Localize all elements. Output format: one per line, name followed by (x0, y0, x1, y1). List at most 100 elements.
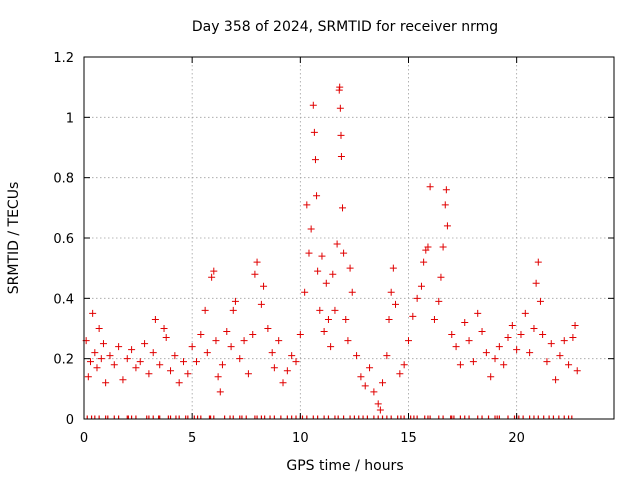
data-point (175, 379, 183, 387)
data-point (167, 367, 175, 375)
data-point (456, 361, 464, 369)
data-point (478, 328, 486, 336)
data-point (340, 249, 348, 257)
data-point (353, 352, 361, 360)
data-point (145, 370, 153, 378)
x-tick-label: 20 (508, 431, 525, 446)
data-point (244, 370, 252, 378)
y-tick-label: 0.8 (53, 172, 74, 187)
data-point (320, 328, 328, 336)
data-point (370, 388, 378, 396)
data-point (443, 222, 451, 230)
data-point (342, 315, 350, 323)
data-point (257, 300, 265, 308)
data-point (409, 312, 417, 320)
data-point (249, 331, 257, 339)
data-point (260, 282, 268, 290)
data-point (571, 321, 579, 329)
data-point (180, 358, 188, 366)
data-point (86, 358, 94, 366)
data-point (439, 243, 447, 251)
data-point (119, 376, 127, 384)
data-point (569, 334, 577, 342)
data-point (115, 343, 123, 351)
y-tick-label: 1 (66, 111, 74, 126)
data-point (201, 306, 209, 314)
y-tick-label: 0.2 (53, 353, 74, 368)
data-point (324, 315, 332, 323)
data-point (89, 309, 97, 317)
data-point (268, 349, 276, 357)
data-point (151, 315, 159, 323)
data-point (517, 331, 525, 339)
data-point (420, 258, 428, 266)
x-tick-label: 15 (400, 431, 417, 446)
data-point (426, 183, 434, 191)
data-point (495, 343, 503, 351)
data-point (424, 243, 432, 251)
y-tick-label: 0.6 (53, 232, 74, 247)
grid-lines (84, 57, 614, 419)
x-tick-label: 10 (292, 431, 309, 446)
data-point (253, 258, 261, 266)
data-point (536, 297, 544, 305)
data-point (482, 349, 490, 357)
x-tick-labels: 0 5 10 15 20 (80, 431, 525, 446)
data-point (316, 306, 324, 314)
data-point (389, 264, 397, 272)
data-point (128, 346, 136, 354)
data-point (171, 352, 179, 360)
data-point (573, 367, 581, 375)
data-point (337, 131, 345, 139)
data-point (156, 361, 164, 369)
data-point (212, 337, 220, 345)
data-point (236, 355, 244, 363)
y-axis-label: SRMTID / TECUs (6, 182, 22, 295)
data-point (84, 373, 92, 381)
data-point (162, 334, 170, 342)
y-tick-label: 1.2 (53, 51, 74, 66)
data-point (192, 358, 200, 366)
data-point (500, 361, 508, 369)
data-point (379, 379, 387, 387)
data-point (474, 309, 482, 317)
data-point (336, 83, 344, 91)
data-point (465, 337, 473, 345)
data-point (123, 355, 131, 363)
data-point (188, 343, 196, 351)
data-point (203, 349, 211, 357)
data-point (461, 318, 469, 326)
data-point (366, 364, 374, 372)
data-point (521, 309, 529, 317)
data-point (318, 252, 326, 260)
data-point (313, 192, 321, 200)
data-point (149, 349, 157, 357)
data-point (303, 201, 311, 209)
data-point (333, 240, 341, 248)
data-point (417, 282, 425, 290)
data-point (385, 315, 393, 323)
data-point (441, 201, 449, 209)
data-point (336, 104, 344, 112)
data-point (227, 343, 235, 351)
data-point (264, 325, 272, 332)
data-point (435, 297, 443, 305)
data-point (339, 204, 347, 212)
data-point (452, 343, 460, 351)
data-point (322, 279, 330, 287)
x-tick-label: 5 (188, 431, 196, 446)
data-point (95, 325, 103, 332)
data-point (240, 337, 248, 345)
data-point (331, 306, 339, 314)
data-point (329, 270, 337, 278)
data-point (310, 128, 318, 136)
data-point (283, 367, 291, 375)
data-point (160, 325, 168, 332)
data-point (387, 288, 395, 296)
data-point (543, 358, 551, 366)
data-point (184, 370, 192, 378)
y-tick-label: 0.4 (53, 292, 74, 307)
data-point (141, 340, 149, 348)
data-point (337, 153, 345, 161)
data-point (442, 186, 450, 194)
